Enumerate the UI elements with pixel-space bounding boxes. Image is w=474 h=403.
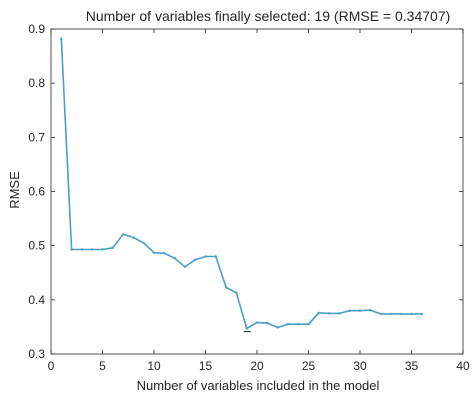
data-point xyxy=(358,309,362,312)
x-tick-label: 35 xyxy=(405,359,419,373)
data-point xyxy=(163,252,166,255)
x-tick-label: 0 xyxy=(48,359,55,373)
data-point xyxy=(111,246,115,250)
data-point xyxy=(379,312,382,316)
data-point xyxy=(348,309,351,312)
x-tick-label: 40 xyxy=(456,359,470,373)
data-point xyxy=(173,256,176,260)
plot-area xyxy=(50,28,464,355)
data-point xyxy=(286,323,290,326)
data-point xyxy=(142,241,145,245)
x-tick-label: 20 xyxy=(250,359,264,373)
series-layer xyxy=(60,37,423,333)
y-axis-label: RMSE xyxy=(7,171,22,209)
x-tick-label: 10 xyxy=(147,359,161,373)
data-point xyxy=(121,233,125,236)
data-point xyxy=(101,248,104,251)
data-point xyxy=(369,308,372,312)
data-point xyxy=(152,251,156,254)
x-tick-label: 30 xyxy=(353,359,367,373)
x-tick-label: 5 xyxy=(99,359,106,373)
data-point xyxy=(266,321,269,325)
data-point xyxy=(183,265,187,268)
data-point xyxy=(70,248,73,251)
data-point xyxy=(297,323,300,326)
plot-frame xyxy=(50,28,464,355)
y-tick-label: 0.9 xyxy=(28,22,45,36)
y-axis: 0.3 0.4 0.5 0.6 0.7 0.8 0.9 xyxy=(28,22,463,361)
data-point xyxy=(80,248,84,251)
rmse-line xyxy=(60,38,422,330)
data-point xyxy=(132,236,135,239)
data-point xyxy=(60,37,63,40)
x-axis-label: Number of variables included in the mode… xyxy=(137,378,380,393)
data-point xyxy=(400,312,403,316)
data-point xyxy=(327,312,331,315)
data-point xyxy=(194,258,197,261)
y-tick-label: 0.8 xyxy=(28,76,45,90)
data-point xyxy=(235,291,238,294)
data-point xyxy=(389,312,393,316)
data-point xyxy=(224,286,228,289)
data-point xyxy=(317,311,320,315)
data-point xyxy=(410,312,413,316)
y-tick-label: 0.7 xyxy=(28,130,45,144)
x-tick-label: 25 xyxy=(302,359,316,373)
data-point xyxy=(91,248,94,251)
data-point xyxy=(276,326,279,329)
y-tick-label: 0.4 xyxy=(28,293,45,307)
data-point xyxy=(255,321,259,324)
data-point xyxy=(307,323,310,326)
data-point xyxy=(245,327,248,330)
x-tick-label: 15 xyxy=(199,359,213,373)
data-point xyxy=(214,255,217,258)
x-axis: 0 5 10 15 20 25 30 35 40 xyxy=(48,29,470,373)
data-point xyxy=(338,312,341,315)
chart-title: Number of variables finally selected: 19… xyxy=(86,8,451,24)
y-tick-label: 0.6 xyxy=(28,185,45,199)
data-point xyxy=(420,312,423,316)
data-point xyxy=(204,255,207,258)
y-tick-label: 0.3 xyxy=(28,347,45,361)
y-tick-label: 0.5 xyxy=(28,239,45,253)
